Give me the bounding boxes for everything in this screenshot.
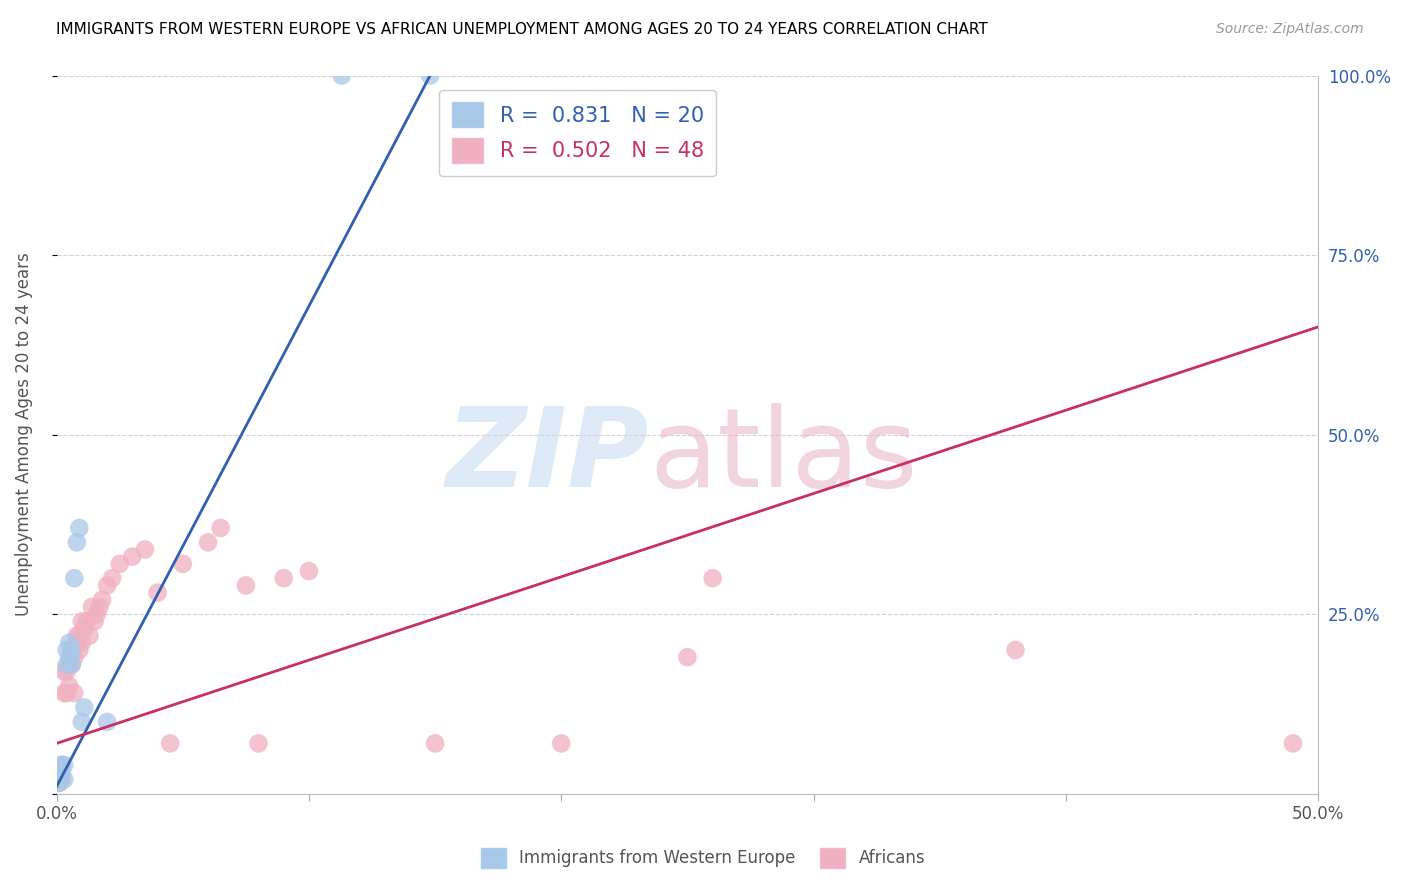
- Point: [96, 714, 118, 729]
- Point: [73, 700, 96, 714]
- Point: [91, 592, 114, 607]
- Point: [53, 686, 76, 700]
- Point: [419, 69, 441, 83]
- Point: [172, 557, 194, 571]
- Point: [423, 736, 446, 750]
- Point: [55, 686, 77, 700]
- Point: [67, 629, 90, 643]
- Point: [53, 772, 76, 787]
- Point: [235, 578, 257, 592]
- Point: [146, 585, 169, 599]
- Point: [70, 714, 93, 729]
- Point: [209, 521, 232, 535]
- Point: [66, 535, 89, 549]
- Point: [1004, 643, 1026, 657]
- Point: [159, 736, 181, 750]
- Point: [55, 657, 77, 672]
- Point: [96, 578, 118, 592]
- Point: [58, 657, 80, 672]
- Point: [80, 599, 103, 614]
- Point: [60, 643, 83, 657]
- Point: [48, 772, 70, 787]
- Legend: Immigrants from Western Europe, Africans: Immigrants from Western Europe, Africans: [474, 841, 932, 875]
- Point: [58, 636, 80, 650]
- Point: [298, 564, 321, 578]
- Point: [73, 622, 96, 636]
- Point: [66, 636, 89, 650]
- Point: [330, 69, 353, 83]
- Text: ZIP: ZIP: [446, 402, 650, 509]
- Point: [53, 758, 76, 772]
- Point: [702, 571, 724, 585]
- Point: [63, 571, 86, 585]
- Point: [76, 615, 98, 629]
- Point: [273, 571, 295, 585]
- Text: IMMIGRANTS FROM WESTERN EUROPE VS AFRICAN UNEMPLOYMENT AMONG AGES 20 TO 24 YEARS: IMMIGRANTS FROM WESTERN EUROPE VS AFRICA…: [56, 22, 988, 37]
- Point: [58, 679, 80, 693]
- Point: [121, 549, 143, 564]
- Point: [108, 557, 131, 571]
- Point: [48, 776, 70, 790]
- Point: [550, 736, 572, 750]
- Point: [1282, 736, 1305, 750]
- Point: [197, 535, 219, 549]
- Point: [101, 571, 124, 585]
- Point: [53, 665, 76, 679]
- Point: [51, 758, 73, 772]
- Point: [63, 650, 86, 665]
- Point: [51, 772, 73, 787]
- Y-axis label: Unemployment Among Ages 20 to 24 years: Unemployment Among Ages 20 to 24 years: [15, 252, 32, 616]
- Point: [55, 665, 77, 679]
- Point: [70, 615, 93, 629]
- Point: [676, 650, 699, 665]
- Point: [51, 758, 73, 772]
- Point: [60, 643, 83, 657]
- Point: [58, 650, 80, 665]
- Point: [134, 542, 156, 557]
- Point: [63, 686, 86, 700]
- Point: [66, 629, 89, 643]
- Legend: R =  0.831   N = 20, R =  0.502   N = 48: R = 0.831 N = 20, R = 0.502 N = 48: [439, 89, 716, 176]
- Point: [67, 643, 90, 657]
- Point: [79, 629, 101, 643]
- Text: Source: ZipAtlas.com: Source: ZipAtlas.com: [1216, 22, 1364, 37]
- Point: [89, 599, 111, 614]
- Point: [70, 636, 93, 650]
- Point: [86, 607, 108, 621]
- Point: [48, 776, 70, 790]
- Point: [67, 521, 90, 535]
- Text: atlas: atlas: [650, 402, 918, 509]
- Point: [60, 657, 83, 672]
- Point: [51, 765, 73, 780]
- Point: [48, 772, 70, 787]
- Point: [60, 657, 83, 672]
- Point: [83, 615, 105, 629]
- Point: [55, 643, 77, 657]
- Point: [247, 736, 270, 750]
